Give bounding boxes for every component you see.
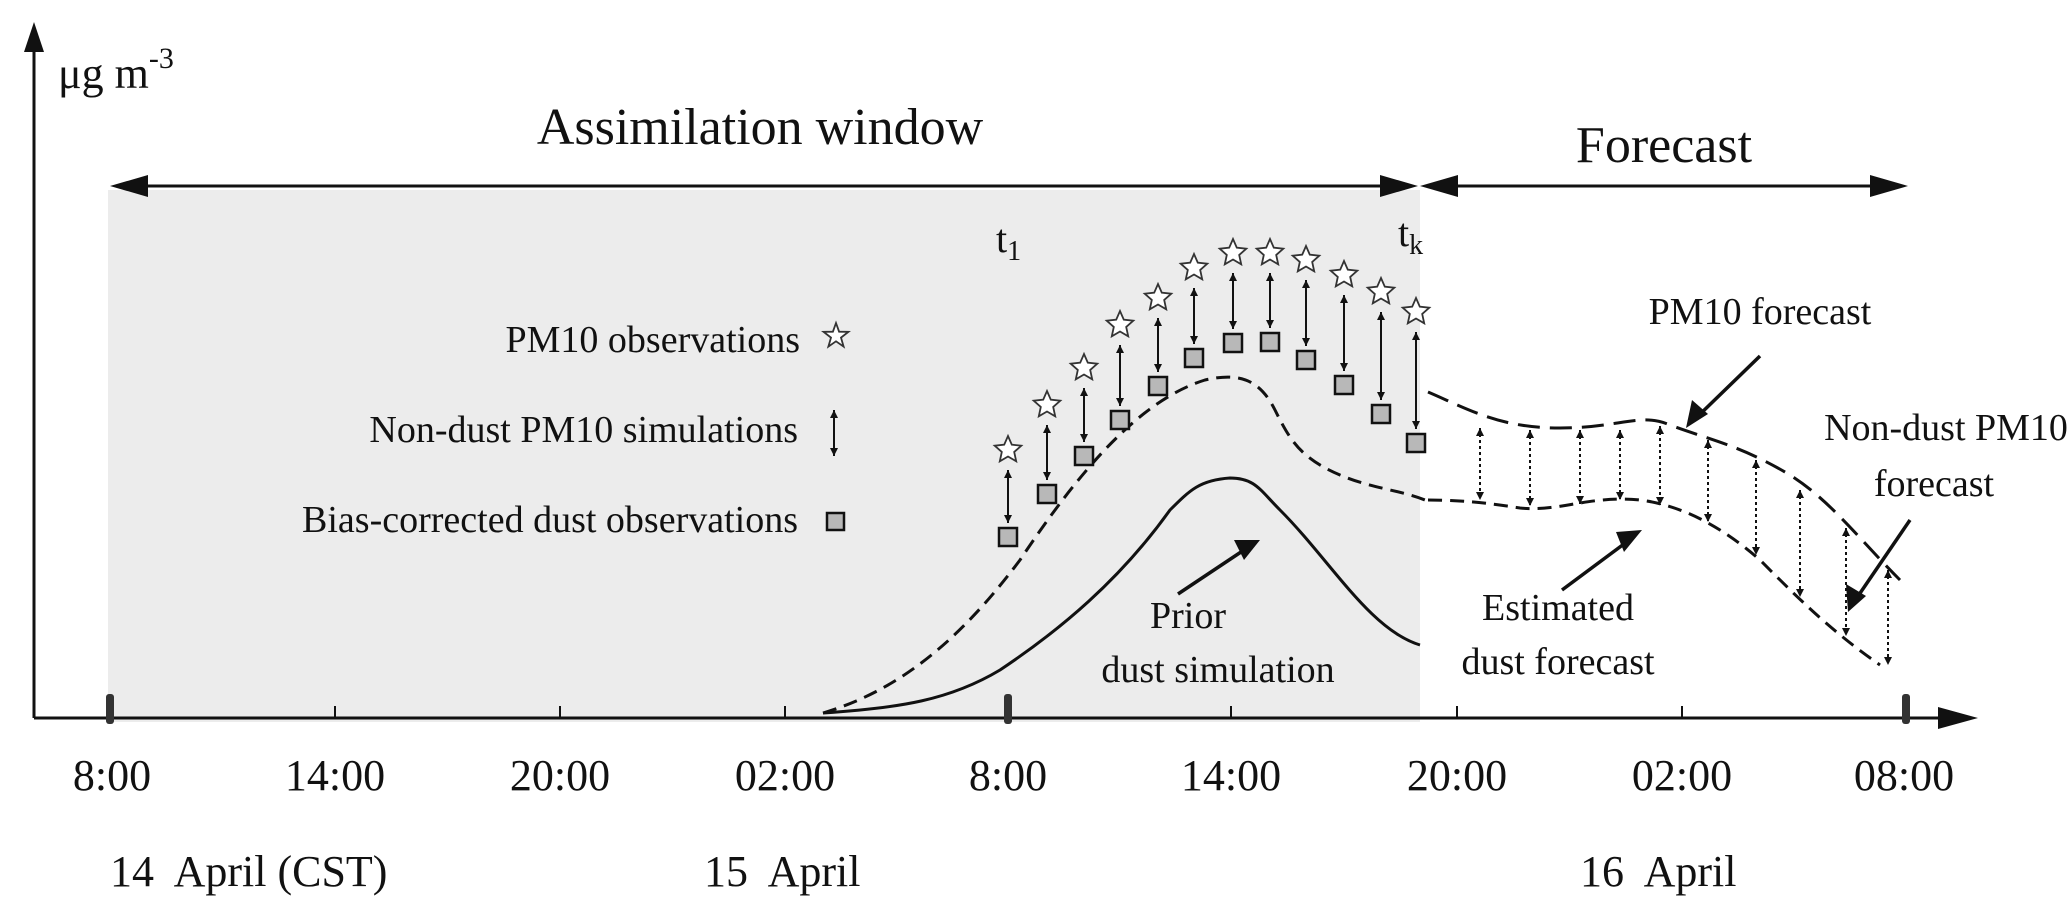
observation-star-icon — [1400, 295, 1432, 326]
legend-square-icon — [825, 511, 846, 532]
pm10-simulation-dashed-curve — [822, 375, 1426, 715]
prior-dust-simulation-curve — [822, 476, 1421, 715]
estimated-dust-forecast-curve — [1427, 497, 1881, 667]
x-tick-labels: 8:00 14:00 20:00 02:00 8:00 14:00 20:00 … — [73, 751, 1954, 800]
date-label-16-april: 16 April — [1580, 847, 1736, 896]
estimated-dust-label-line1: Estimated — [1482, 587, 1634, 629]
tick-label: 08:00 — [1854, 751, 1954, 800]
forecast-label: Forecast — [1576, 117, 1753, 174]
arrowhead — [1616, 530, 1642, 552]
pm10-forecast-label: PM10 forecast — [1649, 291, 1872, 333]
bias-corrected-square — [1295, 349, 1317, 371]
tick-t1-marker — [1004, 694, 1012, 724]
pm10-forecast-curve — [1427, 390, 1902, 582]
bias-corrected-square — [1370, 403, 1392, 425]
legend-nondust-label: Non-dust PM10 simulations — [369, 409, 798, 451]
y-axis-arrowhead — [24, 22, 44, 52]
estimated-dust-label-line2: dust forecast — [1461, 641, 1655, 683]
legend-star-icon — [821, 320, 851, 349]
legend-bias-corrected-label: Bias-corrected dust observations — [302, 499, 798, 541]
prior-dust-label-line2: dust simulation — [1101, 649, 1334, 691]
arrowhead — [1234, 540, 1260, 560]
bias-corrected-square — [1073, 445, 1095, 467]
date-labels: 14 April (CST) 15 April 16 April — [110, 847, 1736, 896]
arrowhead — [1846, 584, 1866, 612]
bias-corrected-square — [1259, 331, 1281, 353]
tick-label: 8:00 — [73, 751, 151, 800]
bias-corrected-square — [1147, 375, 1169, 397]
bias-corrected-square — [1222, 332, 1244, 354]
arrowhead — [110, 175, 148, 197]
assimilation-window-label: Assimilation window — [537, 99, 984, 156]
x-axis-arrowhead — [1938, 707, 1978, 729]
arrowhead — [1380, 175, 1418, 197]
arrowhead — [1420, 175, 1458, 197]
tick-label: 02:00 — [1632, 751, 1732, 800]
bias-corrected-square — [997, 526, 1019, 548]
pm10-forecast-pointer — [1692, 354, 1762, 422]
observation-star-icon — [1365, 275, 1397, 306]
tick-start-marker — [106, 694, 114, 724]
date-label-15-april: 15 April — [704, 847, 860, 896]
bias-corrected-square — [1036, 483, 1058, 505]
nondust-forecast-label-line2: forecast — [1874, 463, 1995, 505]
arrowhead — [1870, 175, 1908, 197]
arrowhead — [1686, 400, 1708, 428]
nondust-forecast-label-line1: Non-dust PM10 — [1824, 407, 2067, 449]
t1-label: t1 — [996, 216, 1021, 267]
estimated-dust-pointer — [1560, 536, 1634, 592]
tick-label: 20:00 — [510, 751, 610, 800]
nondust-forecast-pointer — [1852, 519, 1912, 603]
observation-star-icon — [1254, 236, 1286, 267]
observation-star-icon — [992, 433, 1024, 464]
date-label-14-april: 14 April (CST) — [110, 847, 387, 896]
observation-star-icon — [1068, 351, 1100, 382]
tick-label: 8:00 — [969, 751, 1047, 800]
assimilation-window-shade — [108, 190, 1420, 722]
prior-dust-label-line1: Prior — [1150, 595, 1226, 637]
observation-star-icon — [1328, 258, 1360, 289]
tick-label: 20:00 — [1407, 751, 1507, 800]
bias-corrected-square — [1109, 409, 1131, 431]
prior-dust-pointer — [1177, 544, 1251, 596]
y-unit-label: μg m-3 — [58, 42, 174, 98]
observation-star-icon — [1142, 281, 1174, 312]
bias-corrected-square — [1333, 374, 1355, 396]
legend-observations-label: PM10 observations — [506, 319, 801, 361]
observation-star-icon — [1178, 251, 1210, 282]
annotation-pointers — [1177, 354, 1912, 603]
observation-star-icon — [1217, 236, 1249, 267]
observation-star-icon — [1031, 388, 1063, 419]
tick-end-marker — [1902, 694, 1910, 724]
tk-label: tk — [1398, 210, 1423, 261]
tick-label: 14:00 — [285, 751, 385, 800]
x-tick-marks — [334, 706, 1683, 718]
observation-markers — [992, 236, 1432, 548]
bias-corrected-square — [1405, 432, 1427, 454]
tick-label: 14:00 — [1181, 751, 1281, 800]
tick-label: 02:00 — [735, 751, 835, 800]
observation-star-icon — [1104, 308, 1136, 339]
bias-corrected-square — [1183, 347, 1205, 369]
observation-star-icon — [1290, 243, 1322, 274]
forecast-nondust-arrows — [1476, 426, 1892, 665]
